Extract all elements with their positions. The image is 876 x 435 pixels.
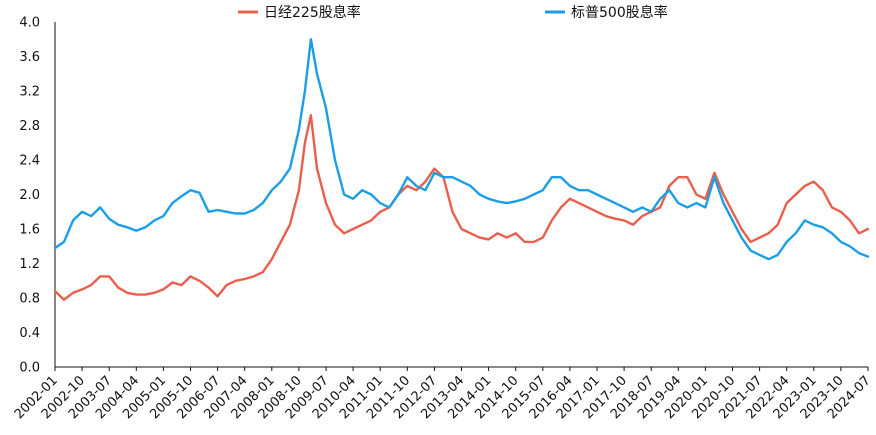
- y-tick-label: 2.0: [19, 188, 40, 203]
- series-line-0: [53, 114, 870, 301]
- series-line-1: [53, 38, 870, 261]
- y-tick-label: 4.0: [19, 16, 40, 31]
- y-tick-label: 3.2: [19, 85, 40, 100]
- axes: 0.00.40.81.21.62.02.42.83.23.64.02002-01…: [12, 16, 874, 423]
- legend-label-1: 标普500股息率: [571, 4, 668, 21]
- series-layer: [53, 38, 870, 301]
- y-tick-label: 0.4: [19, 326, 40, 341]
- y-tick-label: 0.0: [19, 361, 40, 376]
- y-tick-label: 2.8: [19, 119, 40, 134]
- y-tick-label: 0.8: [19, 292, 40, 307]
- y-tick-label: 1.6: [19, 223, 40, 238]
- y-tick-label: 2.4: [19, 154, 40, 169]
- y-tick-label: 3.6: [19, 50, 40, 65]
- y-tick-label: 1.2: [19, 257, 40, 272]
- legend-label-0: 日经225股息率: [264, 4, 361, 21]
- legend: 日经225股息率 标普500股息率: [238, 4, 668, 21]
